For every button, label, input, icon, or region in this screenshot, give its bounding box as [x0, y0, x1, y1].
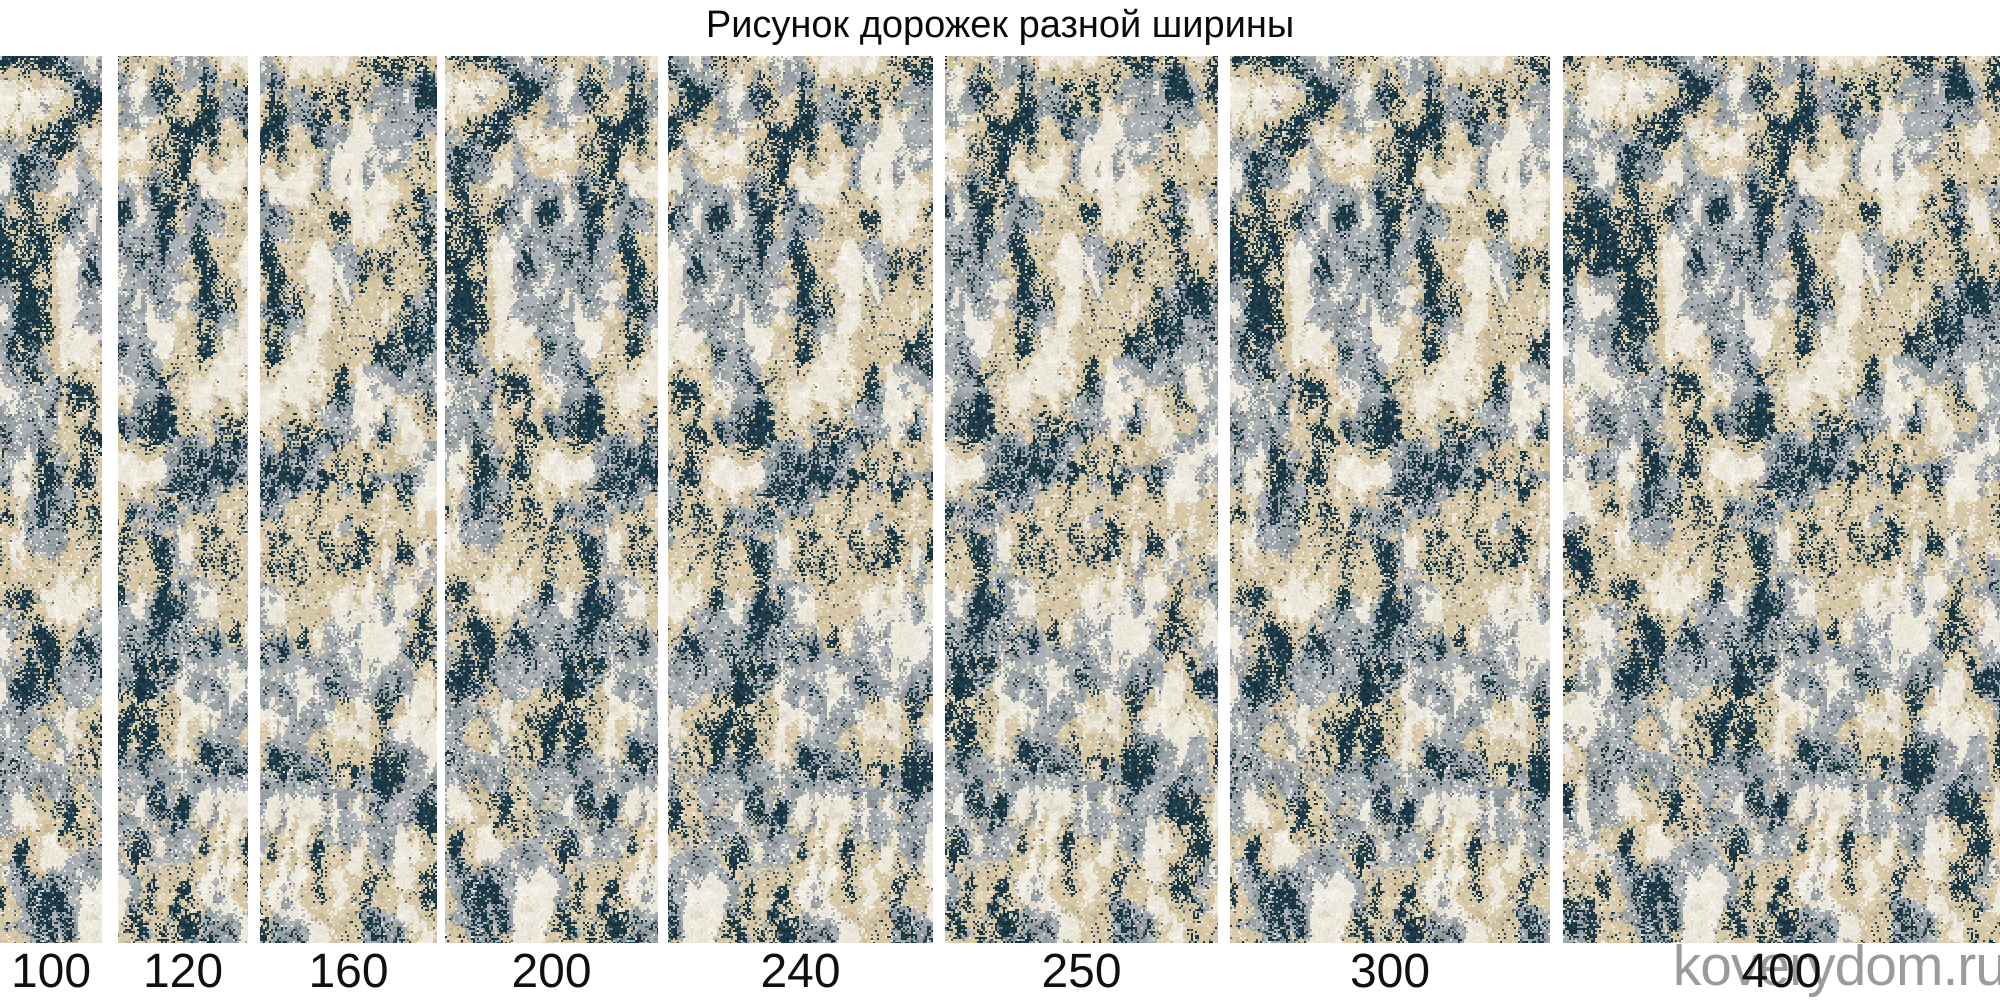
width-label-200: 200	[511, 945, 592, 998]
carpet-strip-160	[260, 56, 437, 943]
page-title: Рисунок дорожек разной ширины	[705, 4, 1295, 46]
width-label-120: 120	[142, 945, 224, 998]
carpet-strip-200	[445, 56, 658, 943]
carpet-strip-240	[668, 56, 933, 943]
width-label-240: 240	[760, 945, 841, 998]
width-label-300: 300	[1349, 945, 1431, 998]
width-label-160: 160	[308, 945, 389, 998]
watermark: koverydom.ru	[1672, 934, 2000, 998]
carpet-strip-100	[0, 56, 102, 943]
carpet-strip-400	[1563, 56, 2000, 943]
width-label-100: 100	[10, 945, 92, 998]
width-label-250: 250	[1041, 945, 1122, 998]
carpet-strip-120	[118, 56, 248, 943]
width-label-400: 400	[1741, 945, 1822, 998]
carpet-strip-250	[945, 56, 1218, 943]
carpet-strip-300	[1230, 56, 1550, 943]
